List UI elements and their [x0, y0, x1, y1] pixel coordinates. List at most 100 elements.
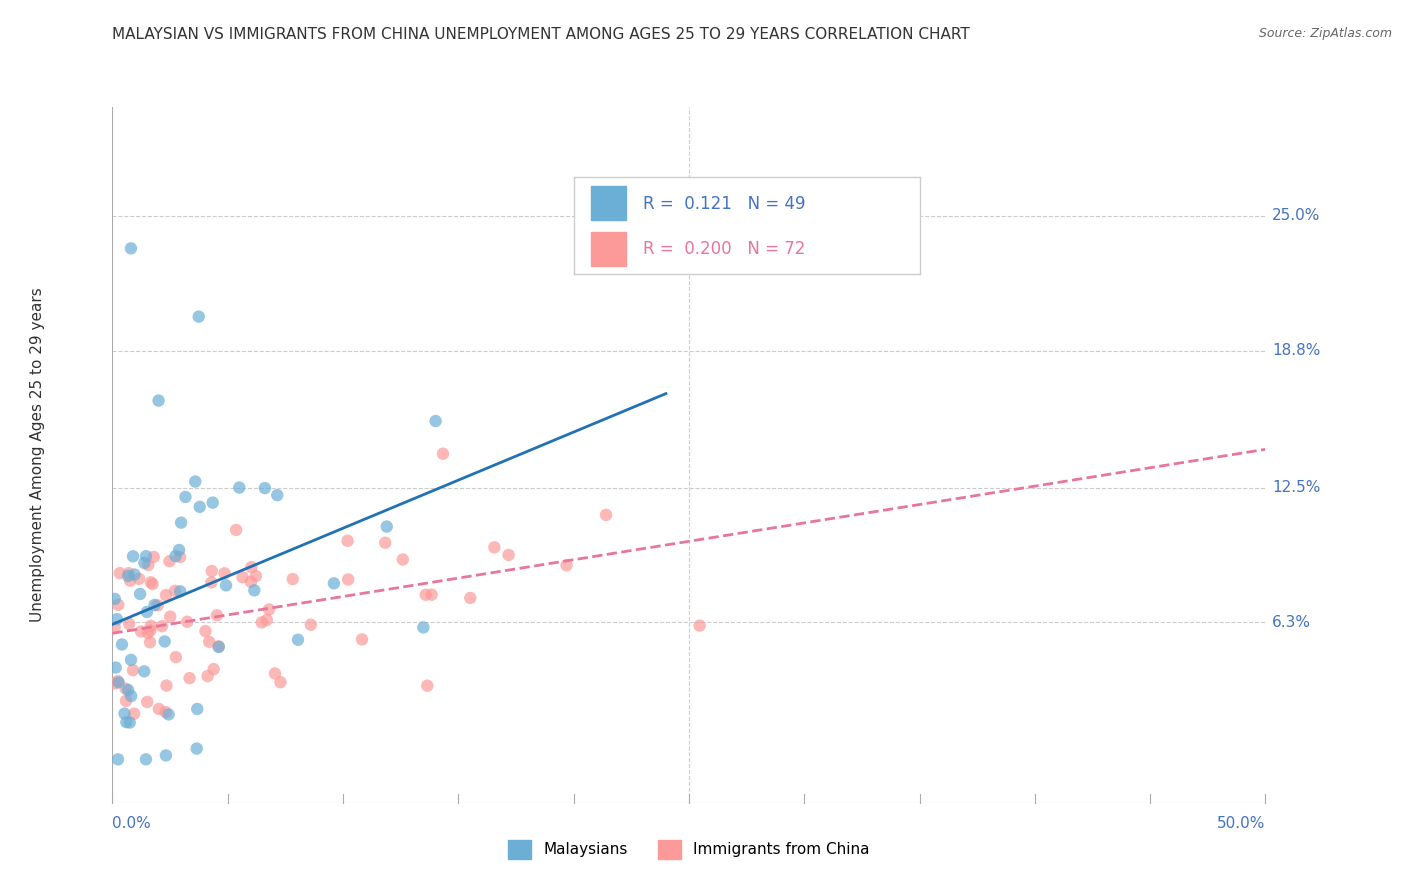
Point — [139, 575, 162, 590]
Point — [253, 481, 276, 495]
Point — [232, 570, 254, 584]
Point — [201, 564, 224, 578]
Point — [120, 574, 142, 588]
Point — [184, 475, 207, 489]
Point — [146, 599, 169, 613]
Point — [170, 516, 193, 530]
Point — [208, 640, 231, 654]
Point — [148, 393, 170, 408]
Point — [287, 632, 309, 647]
Point — [159, 609, 181, 624]
Point — [118, 715, 141, 730]
Point — [136, 626, 159, 640]
Point — [198, 635, 221, 649]
Point — [111, 638, 134, 652]
Point — [143, 598, 166, 612]
Point — [281, 572, 304, 586]
Point — [240, 560, 263, 574]
Point — [155, 588, 177, 602]
Point — [239, 574, 262, 589]
Text: Source: ZipAtlas.com: Source: ZipAtlas.com — [1258, 27, 1392, 40]
Point — [129, 587, 152, 601]
Point — [337, 573, 360, 587]
Point — [689, 618, 711, 632]
Point — [458, 591, 481, 605]
Point — [186, 741, 208, 756]
Point — [205, 608, 228, 623]
Point — [155, 748, 177, 763]
Point — [336, 533, 359, 548]
Point — [107, 598, 129, 612]
Point — [228, 481, 250, 495]
Text: MALAYSIAN VS IMMIGRANTS FROM CHINA UNEMPLOYMENT AMONG AGES 25 TO 29 YEARS CORREL: MALAYSIAN VS IMMIGRANTS FROM CHINA UNEMP… — [112, 27, 970, 42]
Point — [134, 556, 156, 570]
Point — [104, 676, 127, 690]
Point — [197, 669, 219, 683]
Point — [257, 602, 280, 616]
Point — [215, 578, 238, 592]
Point — [432, 447, 454, 461]
Point — [269, 675, 291, 690]
Point — [155, 679, 177, 693]
Point — [266, 488, 288, 502]
Point — [134, 665, 156, 679]
Point — [375, 519, 398, 533]
Point — [498, 548, 520, 562]
Point — [169, 584, 191, 599]
Point — [256, 613, 278, 627]
Point — [142, 549, 165, 564]
Point — [299, 617, 322, 632]
Point — [176, 615, 198, 629]
Point — [420, 588, 443, 602]
Text: 25.0%: 25.0% — [1272, 208, 1320, 223]
Point — [187, 310, 209, 324]
Point — [264, 666, 287, 681]
Point — [416, 679, 439, 693]
Point — [139, 619, 162, 633]
Point — [425, 414, 447, 428]
Point — [104, 620, 127, 634]
Point — [104, 591, 127, 606]
Point — [104, 660, 127, 674]
Point — [108, 566, 131, 581]
Point — [186, 702, 208, 716]
Point — [225, 523, 247, 537]
Point — [595, 508, 617, 522]
Point — [136, 695, 159, 709]
Point — [107, 752, 129, 766]
Point — [150, 619, 173, 633]
Point — [415, 588, 437, 602]
Point — [122, 549, 145, 564]
Text: Unemployment Among Ages 25 to 29 years: Unemployment Among Ages 25 to 29 years — [30, 287, 45, 623]
Legend: Malaysians, Immigrants from China: Malaysians, Immigrants from China — [502, 834, 876, 864]
Point — [128, 572, 150, 586]
Point — [115, 715, 138, 730]
Point — [174, 490, 197, 504]
Point — [135, 549, 157, 564]
Text: 18.8%: 18.8% — [1272, 343, 1320, 358]
Point — [117, 566, 139, 581]
Text: 6.3%: 6.3% — [1272, 615, 1312, 630]
Point — [412, 620, 434, 634]
Point — [200, 575, 222, 590]
Point — [243, 583, 266, 598]
Point — [484, 541, 506, 555]
Point — [135, 752, 157, 766]
Point — [118, 616, 141, 631]
Point — [391, 552, 413, 566]
Point — [139, 624, 162, 638]
Point — [124, 567, 146, 582]
Point — [136, 558, 159, 572]
Point — [245, 569, 267, 583]
Point — [107, 674, 129, 689]
Point — [374, 535, 396, 549]
Point — [115, 694, 138, 708]
Point — [129, 624, 152, 639]
Point — [159, 554, 181, 568]
Point — [120, 653, 142, 667]
Point — [114, 706, 136, 721]
Point — [250, 615, 273, 630]
Point — [194, 624, 217, 638]
Point — [139, 635, 162, 649]
Point — [105, 612, 128, 626]
